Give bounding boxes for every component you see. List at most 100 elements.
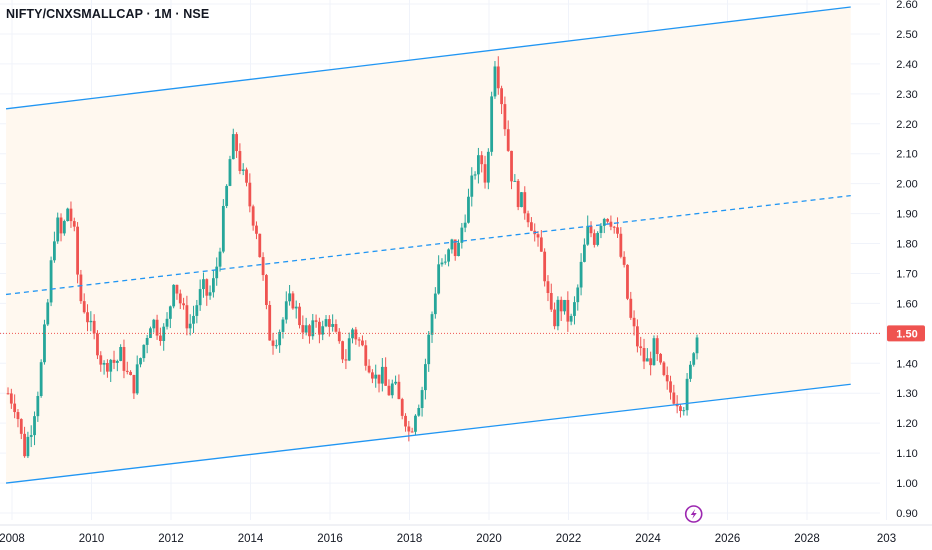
candles bbox=[6, 56, 699, 459]
x-tick-label: 2010 bbox=[79, 533, 105, 545]
candle-body bbox=[486, 151, 490, 183]
candle-body bbox=[142, 344, 146, 359]
candle-body bbox=[86, 312, 89, 323]
candle-body bbox=[274, 345, 278, 347]
y-tick-label: 2.40 bbox=[896, 59, 917, 71]
candle-body bbox=[626, 264, 629, 299]
candle-body bbox=[682, 410, 686, 412]
candle-body bbox=[526, 213, 530, 223]
candle-body bbox=[301, 325, 305, 333]
candle-body bbox=[622, 256, 626, 265]
x-tick-label: 2024 bbox=[635, 533, 661, 545]
candle-body bbox=[440, 262, 444, 265]
candle-body bbox=[384, 366, 388, 386]
candle-body bbox=[609, 221, 613, 227]
candle-body bbox=[43, 324, 46, 363]
candle-body bbox=[553, 309, 556, 327]
candle-body bbox=[420, 390, 424, 409]
candle-body bbox=[659, 353, 662, 363]
candle-body bbox=[331, 324, 335, 327]
candle-body bbox=[430, 314, 434, 335]
channel-mid-line[interactable] bbox=[5, 194, 851, 296]
candle-body bbox=[380, 366, 384, 384]
candle-body bbox=[106, 362, 109, 372]
candle-body bbox=[129, 371, 132, 376]
candle-body bbox=[414, 415, 417, 432]
candle-body bbox=[195, 305, 199, 316]
candle-body bbox=[569, 315, 573, 322]
channel-lower-line[interactable] bbox=[5, 383, 851, 484]
candle-body bbox=[6, 393, 10, 395]
candle-body bbox=[480, 155, 484, 165]
candle-body bbox=[367, 365, 371, 373]
candle-body bbox=[559, 299, 563, 312]
candle-body bbox=[652, 338, 656, 366]
candle-body bbox=[341, 341, 344, 360]
candle-body bbox=[145, 338, 149, 345]
candle-body bbox=[271, 340, 275, 346]
candle-body bbox=[513, 180, 517, 182]
x-tick-label: 2020 bbox=[476, 533, 502, 545]
candle-body bbox=[632, 317, 636, 327]
candle-body bbox=[695, 337, 699, 354]
candle-body bbox=[523, 192, 527, 214]
x-axis[interactable]: 2008 2010 2012 2014 2016 2018 2020 2022 2024 2026… bbox=[0, 524, 932, 545]
candle-body bbox=[19, 419, 23, 434]
y-tick-label: 1.90 bbox=[896, 209, 917, 221]
candle-body bbox=[619, 233, 623, 257]
candle-body bbox=[72, 221, 76, 227]
candle-body bbox=[115, 360, 119, 363]
candle-body bbox=[185, 305, 189, 329]
last-price-badge: 1.50 bbox=[887, 325, 925, 342]
candle-body bbox=[284, 301, 288, 320]
candle-body bbox=[483, 164, 487, 183]
candle-body bbox=[102, 362, 106, 365]
candle-body bbox=[182, 303, 185, 306]
candle-body bbox=[215, 266, 219, 279]
candle-body bbox=[324, 319, 328, 327]
candle-body bbox=[221, 205, 225, 252]
candle-body bbox=[248, 182, 252, 207]
candle-body bbox=[288, 293, 291, 302]
candle-body bbox=[314, 320, 318, 322]
y-tick-label: 2.50 bbox=[896, 29, 917, 41]
lightning-icon[interactable] bbox=[684, 505, 703, 523]
candle-body bbox=[231, 134, 235, 160]
candle-body bbox=[407, 426, 411, 432]
candle-body bbox=[503, 104, 507, 130]
y-tick-label: 2.30 bbox=[896, 89, 917, 101]
candle-body bbox=[228, 159, 232, 186]
channel-upper-line[interactable] bbox=[5, 6, 851, 110]
candle-body bbox=[245, 169, 248, 183]
candle-body bbox=[566, 299, 570, 322]
candle-body bbox=[596, 232, 600, 245]
candle-body bbox=[168, 306, 172, 319]
candle-body bbox=[36, 396, 40, 417]
candle-body bbox=[304, 325, 308, 333]
candle-body bbox=[59, 217, 63, 234]
candle-body bbox=[258, 233, 262, 258]
chart-title: NIFTY/CNXSMALLCAP · 1M · NSE bbox=[6, 7, 210, 21]
candle-body bbox=[645, 358, 649, 362]
candle-body bbox=[337, 331, 341, 342]
candle-body bbox=[89, 320, 93, 323]
candle-body bbox=[629, 298, 633, 318]
candle-body bbox=[308, 325, 311, 337]
candle-body bbox=[16, 412, 20, 420]
candle-body bbox=[616, 227, 619, 234]
candle-body bbox=[364, 345, 368, 366]
y-tick-label: 1.10 bbox=[896, 448, 917, 460]
candle-body bbox=[294, 306, 298, 309]
candle-body bbox=[467, 196, 470, 223]
candle-body bbox=[490, 96, 494, 152]
candle-body bbox=[374, 374, 378, 379]
x-tick-label: 2014 bbox=[238, 533, 264, 545]
candle-body bbox=[76, 226, 79, 275]
candle-body bbox=[685, 378, 689, 411]
y-tick-label: 2.20 bbox=[896, 119, 917, 131]
y-axis[interactable]: 2.60 2.50 2.40 2.30 2.20 2.10 2.00 1.90 1.80 1.70… bbox=[896, 0, 917, 520]
candle-body bbox=[447, 249, 450, 262]
candle-body bbox=[443, 261, 447, 263]
candle-body bbox=[473, 174, 477, 176]
